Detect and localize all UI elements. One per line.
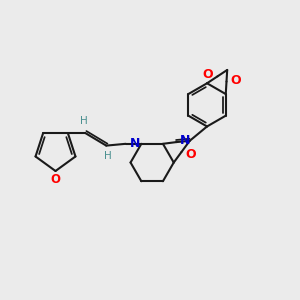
Text: H: H <box>80 116 88 126</box>
Text: O: O <box>203 68 213 81</box>
Text: N: N <box>130 137 140 150</box>
Text: N: N <box>180 134 190 147</box>
Text: O: O <box>50 173 61 186</box>
Text: O: O <box>185 148 196 161</box>
Text: O: O <box>231 74 241 86</box>
Text: H: H <box>104 151 112 161</box>
